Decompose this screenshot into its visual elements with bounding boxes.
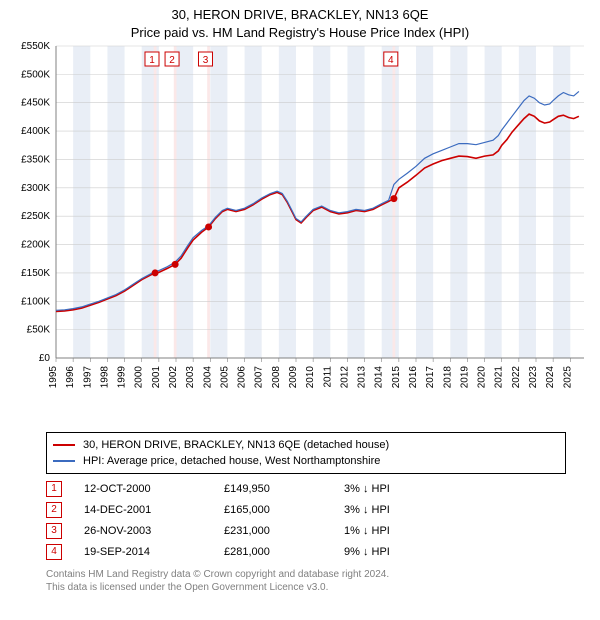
sale-tag: 1 [46,481,62,497]
svg-text:2005: 2005 [219,366,230,389]
svg-text:£450K: £450K [21,98,50,109]
svg-text:2011: 2011 [322,366,333,388]
svg-text:2002: 2002 [168,366,179,389]
sale-price: £231,000 [224,525,344,537]
svg-text:2014: 2014 [374,366,385,389]
sale-date: 26-NOV-2003 [84,525,224,537]
svg-text:2010: 2010 [305,366,316,389]
svg-text:4: 4 [388,55,394,66]
svg-text:1998: 1998 [99,366,110,389]
svg-text:1996: 1996 [65,366,76,389]
svg-text:£350K: £350K [21,154,50,165]
svg-text:2021: 2021 [494,366,505,389]
svg-text:2007: 2007 [254,366,265,389]
svg-text:1: 1 [149,55,155,66]
svg-text:2000: 2000 [134,366,145,389]
svg-text:£50K: £50K [27,325,51,336]
footnote-line-2: This data is licensed under the Open Gov… [46,581,556,594]
svg-text:2016: 2016 [408,366,419,389]
legend-swatch [53,444,75,446]
svg-text:£0: £0 [39,353,51,364]
sale-row: 2 14-DEC-2001 £165,000 3% ↓ HPI [46,499,552,520]
svg-text:1995: 1995 [48,366,59,389]
svg-text:2004: 2004 [202,366,213,389]
sale-tag: 3 [46,523,62,539]
sale-delta: 3% ↓ HPI [344,483,454,495]
title-line-2: Price paid vs. HM Land Registry's House … [0,24,600,42]
footnote-line-1: Contains HM Land Registry data © Crown c… [46,568,556,581]
svg-text:£100K: £100K [21,296,50,307]
chart: £0 £50K £100K £150K £200K £250K £300K £350K £400… [0,42,600,422]
page: { "title_l1": "30, HERON DRIVE, BRACKLEY… [0,0,600,620]
svg-text:£250K: £250K [21,211,50,222]
sale-tag: 4 [46,544,62,560]
sale-price: £281,000 [224,546,344,558]
sales-table: 1 12-OCT-2000 £149,950 3% ↓ HPI 2 14-DEC… [46,478,552,562]
svg-text:1997: 1997 [82,366,93,389]
svg-text:£200K: £200K [21,240,50,251]
svg-text:£150K: £150K [21,268,50,279]
sale-date: 12-OCT-2000 [84,483,224,495]
title-line-1: 30, HERON DRIVE, BRACKLEY, NN13 6QE [0,6,600,24]
svg-text:2009: 2009 [288,366,299,389]
svg-text:2: 2 [169,55,175,66]
sale-row: 3 26-NOV-2003 £231,000 1% ↓ HPI [46,520,552,541]
svg-text:£550K: £550K [21,42,50,52]
svg-text:2001: 2001 [151,366,162,389]
svg-text:2003: 2003 [185,366,196,389]
svg-text:2023: 2023 [528,366,539,389]
sale-price: £165,000 [224,504,344,516]
svg-text:1999: 1999 [117,366,128,389]
sale-delta: 1% ↓ HPI [344,525,454,537]
svg-text:3: 3 [203,55,209,66]
svg-text:2015: 2015 [391,366,402,389]
legend-row: 30, HERON DRIVE, BRACKLEY, NN13 6QE (det… [53,437,559,453]
legend-swatch [53,460,75,462]
legend: 30, HERON DRIVE, BRACKLEY, NN13 6QE (det… [46,432,566,474]
legend-label: 30, HERON DRIVE, BRACKLEY, NN13 6QE (det… [83,439,389,451]
legend-label: HPI: Average price, detached house, West… [83,455,380,467]
svg-text:2019: 2019 [459,366,470,389]
svg-text:2006: 2006 [237,366,248,389]
sale-row: 1 12-OCT-2000 £149,950 3% ↓ HPI [46,478,552,499]
svg-text:£400K: £400K [21,126,50,137]
svg-text:£500K: £500K [21,69,50,80]
sale-price: £149,950 [224,483,344,495]
svg-text:2025: 2025 [562,366,573,389]
svg-text:£300K: £300K [21,183,50,194]
sale-row: 4 19-SEP-2014 £281,000 9% ↓ HPI [46,541,552,562]
sale-date: 14-DEC-2001 [84,504,224,516]
sale-date: 19-SEP-2014 [84,546,224,558]
svg-text:2018: 2018 [442,366,453,389]
chart-title: 30, HERON DRIVE, BRACKLEY, NN13 6QE Pric… [0,0,600,41]
chart-svg: £0 £50K £100K £150K £200K £250K £300K £350K £400… [0,42,600,422]
svg-text:2012: 2012 [339,366,350,389]
sale-delta: 9% ↓ HPI [344,546,454,558]
sale-delta: 3% ↓ HPI [344,504,454,516]
svg-text:2022: 2022 [511,366,522,389]
svg-text:2017: 2017 [425,366,436,389]
footnote: Contains HM Land Registry data © Crown c… [46,568,556,594]
svg-text:2020: 2020 [477,366,488,389]
svg-text:2024: 2024 [545,366,556,389]
legend-row: HPI: Average price, detached house, West… [53,453,559,469]
svg-text:2013: 2013 [357,366,368,389]
svg-text:2008: 2008 [271,366,282,389]
sale-tag: 2 [46,502,62,518]
